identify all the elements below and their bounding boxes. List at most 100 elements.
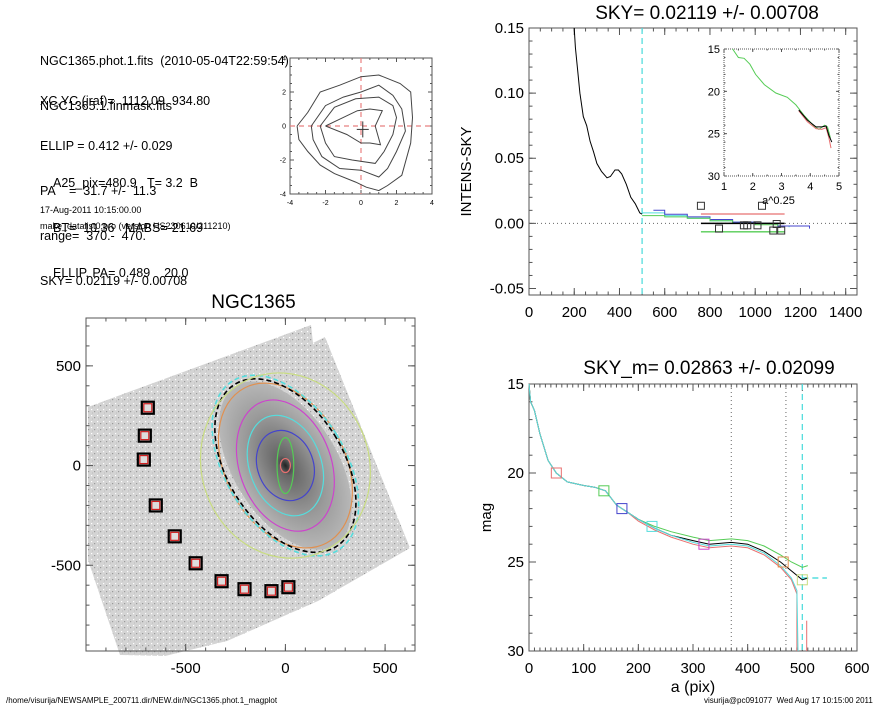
sky-box-inner (283, 582, 293, 592)
mag-series-red (528, 383, 798, 651)
fits-filename: NGC1365.phot.1.fits (2010-05-04T22:59:54… (40, 54, 289, 68)
sky-x-tick-label: 800 (697, 304, 722, 321)
sky-box-inner (266, 586, 277, 596)
isophote-ellipse-cyan (246, 414, 325, 517)
sky-plot-frame (528, 27, 858, 296)
contour-y-tick-label: 4 (282, 56, 286, 63)
sky-box-marker (777, 226, 786, 235)
isophote-ellipse-blue (255, 429, 315, 502)
mag-isophote-marker (698, 538, 710, 550)
isophote-ellipse-green (276, 437, 295, 495)
contour-line (325, 108, 384, 146)
inset-series-black (798, 109, 833, 143)
sky-series-tail-green (642, 215, 779, 226)
mag-isophote-marker (646, 520, 658, 532)
sky-box-marker (715, 224, 724, 233)
header-info-catalog: A25_pix=480.9 T= 3.2 B BT= 10.36 MABS=-2… (53, 146, 203, 296)
sky-box (214, 574, 229, 589)
sky-plot-title: SKY= 0.02119 +/- 0.00708 (595, 3, 819, 24)
catalog-bt: BT= 10.36 MABS=-21.69 (53, 221, 204, 235)
sky-box-marker (757, 201, 766, 210)
mag-plot-frame (528, 383, 858, 652)
param-center: XC,YC (iraf)= 1112.09, 934.80 (40, 94, 211, 108)
contour-x-tick-label: 2 (395, 200, 399, 207)
sky-box-marker (753, 221, 762, 230)
image-title: NGC1365 (211, 292, 296, 313)
sky-box-inner (139, 454, 149, 465)
mag-y-tick-label: 20 (507, 465, 524, 482)
sky-box (140, 400, 155, 415)
sky-x-tick-label: 0 (525, 304, 533, 321)
image-y-tick-label: 500 (56, 358, 81, 375)
sky-box-inner (216, 576, 227, 586)
sky-box-inner (191, 558, 201, 568)
mag-x-axis-label: a (pix) (671, 679, 715, 696)
mag-isophote-marker (598, 485, 610, 497)
mag-y-tick-label: 25 (507, 554, 524, 571)
sky-box-inner (151, 500, 161, 511)
mag-isophote-marker (616, 503, 628, 515)
mag-x-tick-label: 400 (735, 660, 760, 677)
mag-x-tick-label: 100 (571, 660, 596, 677)
sky-box-inner (140, 431, 150, 441)
sky-series-tail-blue (653, 209, 810, 229)
sky-box-inner (170, 531, 180, 541)
sky-series-profile (573, 27, 643, 215)
mag-y-tick-label: 15 (507, 376, 524, 393)
mask-filename: NGC1365.1.finmask.fits (40, 99, 172, 113)
contour-x-tick-label: 4 (430, 200, 434, 207)
mag-series-green (528, 383, 808, 568)
sky-y-tick-label: 0.10 (495, 85, 524, 102)
sky-x-tick-label: 1000 (739, 304, 772, 321)
sky-box-inner (143, 403, 153, 413)
inset-y-tick-label: 20 (708, 86, 720, 98)
contour-x-tick-label: 0 (359, 200, 363, 207)
sky-box (264, 584, 279, 599)
sky-y-tick-label: -0.05 (490, 280, 524, 297)
param-range: range= 370.- 470. (40, 229, 146, 243)
contour-x-tick-label: -4 (287, 200, 293, 207)
inset-x-tick-label: 4 (807, 181, 813, 193)
isophote-ellipse-black (214, 377, 357, 554)
header-info-top: NGC1365.phot.1.fits (2010-05-04T22:59:54… (40, 24, 289, 129)
contour-y-tick-label: 2 (282, 90, 286, 97)
sky-box (281, 580, 296, 595)
contour-x-tick-label: -2 (322, 200, 328, 207)
inset-x-tick-label: 5 (836, 181, 842, 193)
mag-plot-title: SKY_m= 0.02863 +/- 0.02099 (583, 358, 834, 379)
contour-line (310, 84, 406, 178)
sky-y-tick-label: 0.15 (495, 20, 524, 37)
isophote-ellipse-cyan (211, 374, 360, 557)
inset-y-tick-label: 30 (708, 171, 720, 183)
image-x-tick-label: 500 (373, 660, 398, 677)
sky-y-tick-label: 0.00 (495, 215, 524, 232)
inset-frame (723, 48, 840, 177)
sky-y-axis-label: INTENS-SKY (458, 126, 475, 216)
contour-line (319, 96, 398, 164)
sky-box-marker (769, 226, 778, 235)
footer-user-time: visurija@pc091077 Wed Aug 17 10:15:00 20… (704, 696, 873, 705)
galaxy-disk (219, 381, 352, 550)
date-stamp: 17-Aug-2011 10:15:00.00 (40, 205, 142, 215)
mag-isophote-marker (550, 467, 562, 479)
sky-x-tick-label: 400 (607, 304, 632, 321)
sky-y-tick-label: 0.05 (495, 150, 524, 167)
mag-y-axis-label: mag (478, 503, 495, 532)
sky-box (167, 529, 182, 544)
inset-series-red (798, 110, 832, 149)
inset-y-tick-label: 25 (708, 129, 720, 141)
param-pa: PA = 31.7 +/- 11.3 (40, 184, 157, 198)
contour-y-tick-label: -2 (280, 158, 286, 165)
sky-box (237, 582, 252, 597)
image-y-tick-label: 0 (73, 458, 81, 475)
inset-x-tick-label: 1 (721, 181, 727, 193)
mag-x-tick-label: 300 (680, 660, 705, 677)
inset-x-tick-label: 2 (750, 181, 756, 193)
sky-box-inner (239, 584, 250, 594)
param-ellip: ELLIP = 0.412 +/- 0.029 (40, 139, 173, 153)
mag-series-cyan (528, 383, 799, 652)
mag-x-tick-label: 200 (626, 660, 651, 677)
header-info-params: XC,YC (iraf)= 1112.09, 934.80 ELLIP = 0.… (40, 64, 210, 304)
image-x-tick-label: 0 (281, 660, 289, 677)
sky-x-tick-label: 200 (562, 304, 587, 321)
